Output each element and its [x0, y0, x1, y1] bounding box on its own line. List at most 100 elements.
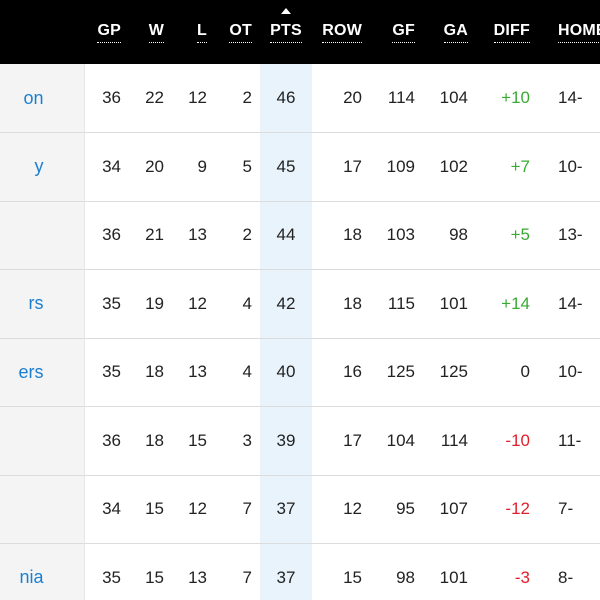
l-cell: 12	[188, 293, 207, 313]
gp-cell: 35	[102, 362, 121, 382]
diff-cell: +7	[510, 156, 530, 176]
ga-cell: 101	[439, 293, 468, 313]
pts-column-header[interactable]: PTS	[260, 0, 312, 64]
table-row: ers 35 18 13 4 40 16 125 125 0 10-	[0, 338, 600, 407]
pts-cell: 44	[260, 201, 312, 270]
row-column-header[interactable]: ROW	[312, 0, 370, 64]
w-cell: 15	[145, 567, 164, 587]
l-cell: 12	[188, 499, 207, 519]
team-cell	[0, 475, 85, 544]
sort-ascending-icon	[281, 8, 291, 14]
gf-cell: 98	[396, 567, 415, 587]
l-cell: 13	[188, 567, 207, 587]
team-name-link[interactable]: rs	[28, 293, 44, 314]
ga-cell: 98	[449, 225, 468, 245]
ot-cell: 3	[242, 430, 252, 450]
row-cell: 12	[343, 499, 362, 519]
pts-cell: 42	[260, 269, 312, 338]
ga-cell: 101	[439, 567, 468, 587]
ot-cell: 5	[242, 156, 252, 176]
l-column-header[interactable]: L	[172, 0, 215, 64]
gp-cell: 35	[102, 567, 121, 587]
gf-cell: 95	[396, 499, 415, 519]
l-cell: 13	[188, 225, 207, 245]
pts-cell: 45	[260, 132, 312, 201]
w-cell: 20	[145, 156, 164, 176]
team-cell: y	[0, 132, 85, 201]
team-cell	[0, 201, 85, 270]
w-cell: 19	[145, 293, 164, 313]
table-row: 36 21 13 2 44 18 103 98 +5 13-	[0, 201, 600, 270]
home-column-header[interactable]: HOME	[538, 0, 600, 64]
team-name-link[interactable]: y	[34, 156, 44, 177]
pts-cell: 39	[260, 406, 312, 475]
gp-column-header[interactable]: GP	[84, 0, 129, 64]
team-name-link[interactable]: on	[23, 87, 44, 108]
gp-cell: 36	[102, 430, 121, 450]
table-row: y 34 20 9 5 45 17 109 102 +7 10-	[0, 132, 600, 201]
team-name-link[interactable]: nia	[19, 567, 44, 588]
l-cell: 13	[188, 362, 207, 382]
row-cell: 18	[343, 225, 362, 245]
table-row: nia 35 15 13 7 37 15 98 101 -3 8-	[0, 543, 600, 600]
ot-cell: 7	[242, 499, 252, 519]
diff-cell: +10	[501, 88, 530, 107]
ga-cell: 107	[439, 499, 468, 519]
l-cell: 12	[188, 88, 207, 107]
pts-cell: 37	[260, 475, 312, 544]
diff-cell: +14	[501, 293, 530, 313]
ot-column-header[interactable]: OT	[215, 0, 260, 64]
w-cell: 18	[145, 362, 164, 382]
pts-cell: 46	[260, 64, 312, 133]
gp-cell: 34	[102, 499, 121, 519]
ga-column-header[interactable]: GA	[423, 0, 476, 64]
team-name-link[interactable]: ers	[18, 361, 44, 382]
ga-cell: 125	[439, 362, 468, 382]
team-cell: on	[0, 64, 85, 133]
gf-cell: 125	[386, 362, 415, 382]
home-cell: 13-	[558, 225, 583, 245]
home-cell: 11-	[558, 430, 582, 450]
gf-cell: 103	[386, 225, 415, 245]
w-cell: 18	[145, 430, 164, 450]
diff-cell: +5	[510, 225, 530, 245]
ot-cell: 2	[242, 88, 252, 107]
gf-cell: 115	[387, 293, 415, 313]
w-cell: 21	[145, 225, 164, 245]
gf-cell: 104	[386, 430, 415, 450]
gf-cell: 114	[387, 88, 415, 107]
table-row: 34 15 12 7 37 12 95 107 -12 7-	[0, 475, 600, 544]
table-row: on 36 22 12 2 46 20 114 104 +10 14-	[0, 64, 600, 133]
ga-cell: 114	[440, 430, 468, 450]
team-cell: nia	[0, 543, 85, 600]
row-cell: 20	[343, 88, 362, 107]
l-cell: 15	[188, 430, 207, 450]
diff-cell: 0	[520, 362, 530, 382]
diff-cell: -3	[514, 567, 530, 587]
header-row: GP W L OT PTS ROW GF GA DIFF HOME	[0, 0, 600, 64]
ot-cell: 4	[242, 293, 252, 313]
table-row: 36 18 15 3 39 17 104 114 -10 11-	[0, 406, 600, 475]
gf-column-header[interactable]: GF	[370, 0, 423, 64]
home-cell: 14-	[558, 293, 583, 313]
team-column-header	[0, 0, 84, 64]
gp-cell: 34	[102, 156, 121, 176]
diff-cell: -10	[505, 430, 530, 450]
team-cell	[0, 406, 85, 475]
row-cell: 15	[343, 567, 362, 587]
home-cell: 8-	[558, 567, 574, 587]
row-cell: 16	[343, 362, 362, 382]
table-row: rs 35 19 12 4 42 18 115 101 +14 14-	[0, 269, 600, 338]
diff-column-header[interactable]: DIFF	[476, 0, 538, 64]
gp-cell: 36	[102, 225, 121, 245]
team-cell: rs	[0, 269, 85, 338]
w-column-header[interactable]: W	[129, 0, 172, 64]
home-cell: 14-	[558, 88, 583, 107]
row-cell: 17	[343, 430, 362, 450]
diff-cell: -12	[505, 499, 530, 519]
home-cell: 7-	[558, 499, 574, 519]
gf-cell: 109	[386, 156, 415, 176]
home-cell: 10-	[558, 156, 583, 176]
ga-cell: 102	[439, 156, 468, 176]
